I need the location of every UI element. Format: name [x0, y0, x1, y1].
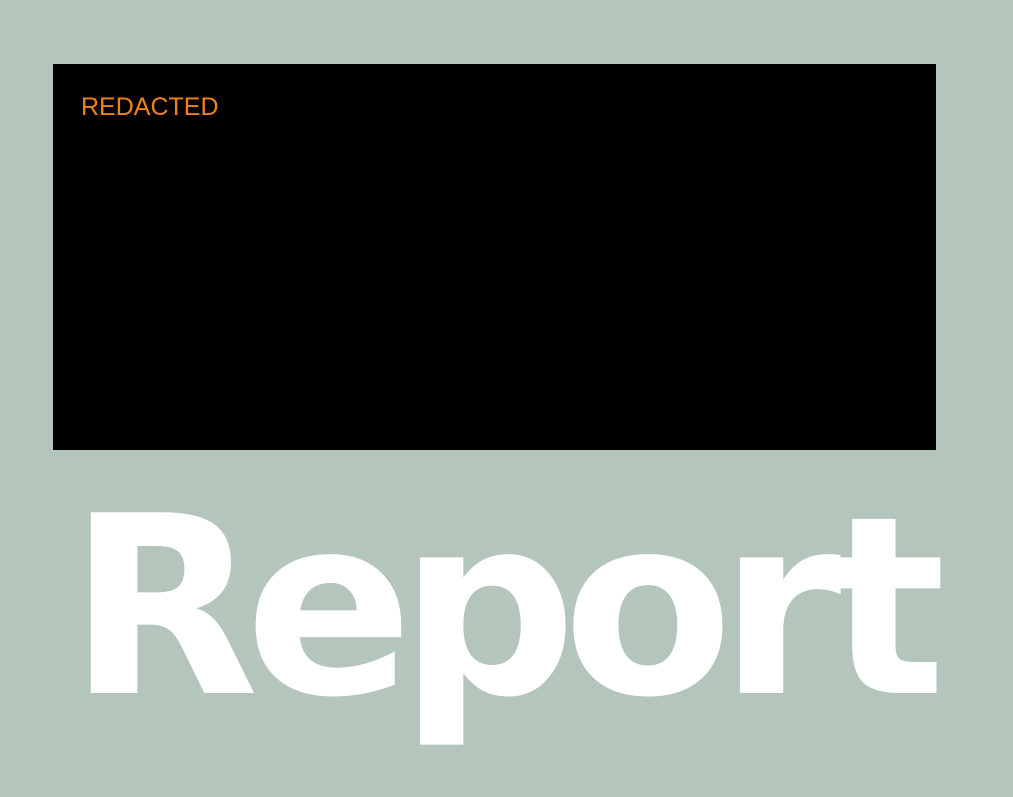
redacted-block: REDACTED — [53, 64, 936, 450]
redacted-label: REDACTED — [81, 93, 219, 121]
report-title: Report — [68, 464, 946, 752]
